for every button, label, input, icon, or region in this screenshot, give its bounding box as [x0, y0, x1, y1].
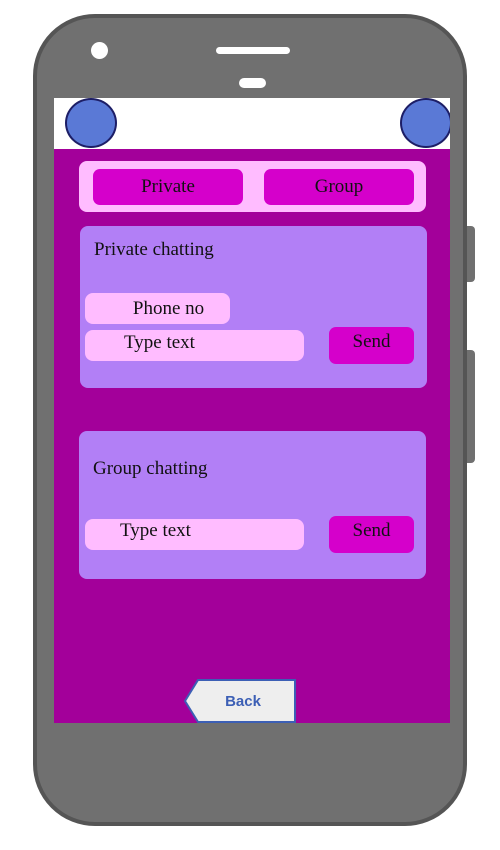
side-button-power	[467, 226, 475, 282]
private-message-placeholder: Type text	[124, 332, 195, 353]
private-chat-panel: Private chatting Phone no Type text Send	[80, 226, 427, 388]
phone-number-placeholder: Phone no	[132, 297, 205, 319]
proximity-sensor	[239, 78, 266, 88]
top-bar	[54, 98, 450, 149]
back-arrow-shape-icon	[184, 679, 296, 723]
front-camera	[91, 42, 108, 59]
side-button-volume	[467, 350, 475, 463]
right-avatar-icon[interactable]	[400, 98, 450, 148]
private-send-label: Send	[352, 331, 391, 352]
private-send-button[interactable]: Send	[329, 327, 414, 364]
tab-group-label: Group	[314, 176, 364, 197]
private-chat-title: Private chatting	[94, 239, 214, 260]
group-chat-title: Group chatting	[93, 458, 208, 479]
tab-private-label: Private	[141, 176, 195, 197]
back-button[interactable]: Back	[184, 679, 296, 723]
group-send-button[interactable]: Send	[329, 516, 414, 553]
group-message-placeholder: Type text	[120, 520, 191, 541]
chat-type-tabs: Private Group	[79, 161, 426, 212]
group-message-input[interactable]: Type text	[85, 519, 304, 550]
back-label: Back	[225, 692, 261, 710]
tab-group[interactable]: Group	[264, 169, 414, 205]
group-chat-panel: Group chatting Type text Send	[79, 431, 426, 579]
group-send-label: Send	[352, 520, 391, 541]
phone-screen: Private Group Private chatting Phone no …	[54, 98, 450, 723]
left-avatar-icon[interactable]	[65, 98, 117, 148]
tab-private[interactable]: Private	[93, 169, 243, 205]
phone-number-input[interactable]: Phone no	[85, 293, 230, 324]
earpiece-speaker	[216, 47, 290, 54]
private-message-input[interactable]: Type text	[85, 330, 304, 361]
